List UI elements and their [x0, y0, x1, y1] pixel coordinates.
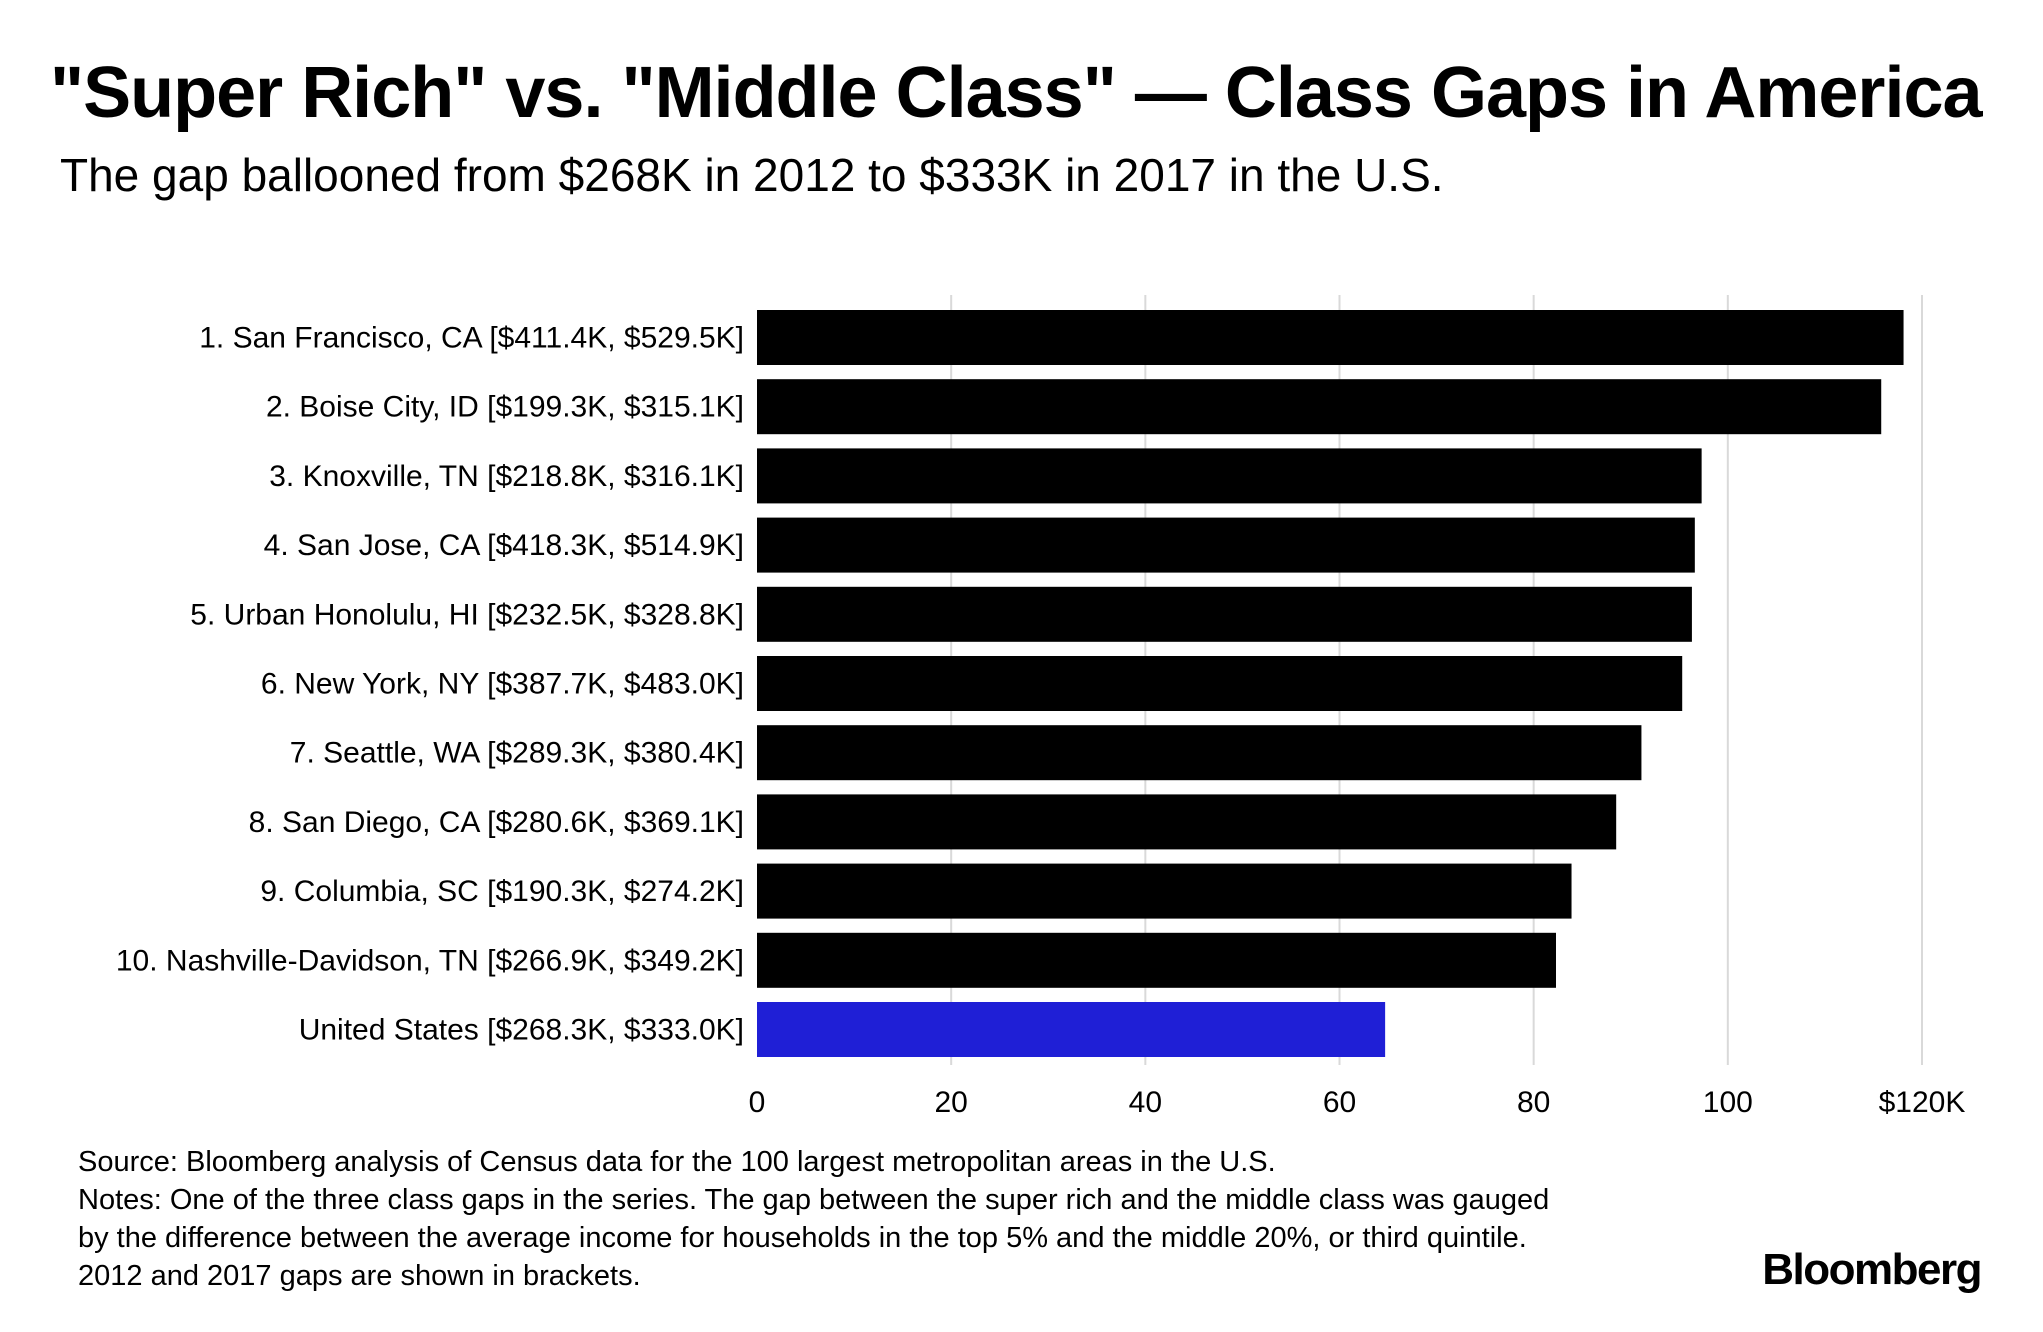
x-axis-ticks: 0 20 40 60 80 100 $120K	[749, 1086, 1966, 1119]
category-label: 9. Columbia, SC [$190.3K, $274.2K]	[260, 875, 744, 908]
bar	[757, 656, 1683, 711]
x-tick-label: 40	[1129, 1086, 1162, 1119]
category-label: 7. Seattle, WA [$289.3K, $380.4K]	[290, 737, 744, 770]
bar	[757, 379, 1882, 435]
bars	[757, 310, 1904, 1057]
notes-line-3: 2012 and 2017 gaps are shown in brackets…	[78, 1260, 641, 1292]
chart-subtitle: The gap ballooned from $268K in 2012 to …	[60, 149, 1444, 201]
bar	[757, 517, 1695, 573]
bar	[757, 932, 1556, 988]
category-label: 3. Knoxville, TN [$218.8K, $316.1K]	[269, 460, 744, 493]
x-tick-label: 20	[934, 1086, 967, 1119]
bar	[757, 863, 1572, 919]
footnotes: Source: Bloomberg analysis of Census dat…	[78, 1143, 1549, 1295]
bar-chart: 1. San Francisco, CA [$411.4K, $529.5K] 2…	[116, 295, 1966, 1119]
notes-line-2: by the difference between the average in…	[78, 1222, 1527, 1254]
category-label: 2. Boise City, ID [$199.3K, $315.1K]	[266, 391, 744, 424]
x-tick-label: $120K	[1879, 1086, 1966, 1119]
x-tick-label: 80	[1517, 1086, 1550, 1119]
bar	[757, 725, 1642, 781]
x-tick-label: 60	[1323, 1086, 1356, 1119]
category-label: 4. San Jose, CA [$418.3K, $514.9K]	[264, 529, 744, 562]
source-note: Source: Bloomberg analysis of Census dat…	[78, 1146, 1276, 1178]
category-label: 8. San Diego, CA [$280.6K, $369.1K]	[249, 806, 744, 839]
x-tick-label: 100	[1703, 1086, 1753, 1119]
x-tick-label: 0	[749, 1086, 766, 1119]
bar	[757, 586, 1692, 642]
category-label: United States [$268.3K, $333.0K]	[299, 1014, 744, 1047]
chart-title: "Super Rich" vs. "Middle Class" — Class …	[50, 53, 1983, 133]
bar	[757, 1002, 1386, 1057]
bar	[757, 448, 1702, 504]
notes-line-1: Notes: One of the three class gaps in th…	[78, 1184, 1550, 1216]
category-label: 5. Urban Honolulu, HI [$232.5K, $328.8K]	[190, 598, 744, 631]
category-labels: 1. San Francisco, CA [$411.4K, $529.5K] 2…	[116, 322, 744, 1047]
category-label: 1. San Francisco, CA [$411.4K, $529.5K]	[199, 322, 744, 355]
bar	[757, 794, 1617, 850]
bloomberg-logo: Bloomberg	[1762, 1245, 1982, 1294]
category-label: 6. New York, NY [$387.7K, $483.0K]	[261, 668, 744, 701]
category-label: 10. Nashville-Davidson, TN [$266.9K, $34…	[116, 944, 744, 977]
bar	[757, 310, 1904, 365]
